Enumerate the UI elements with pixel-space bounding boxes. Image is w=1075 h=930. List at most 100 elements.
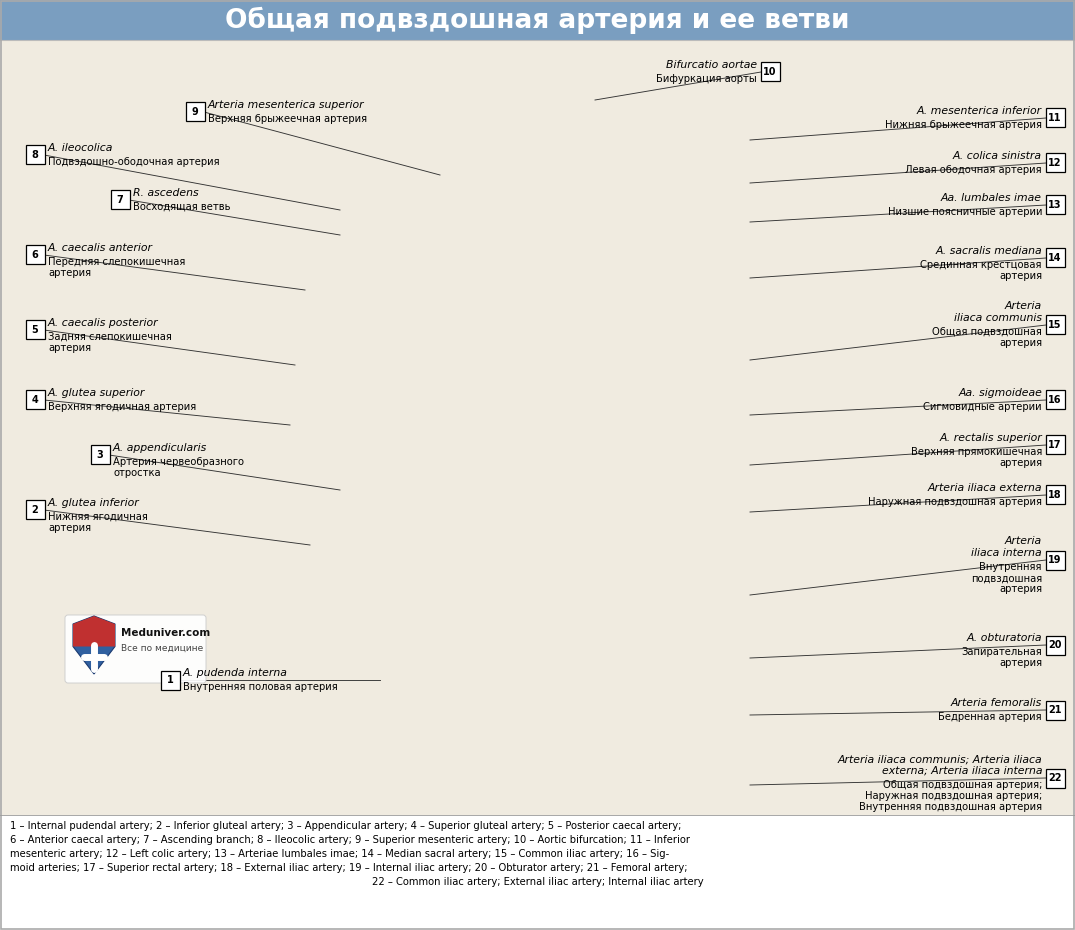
FancyBboxPatch shape [1046,700,1064,720]
FancyBboxPatch shape [1046,768,1064,788]
FancyBboxPatch shape [26,145,44,165]
Text: 10: 10 [763,67,777,77]
Text: A. rectalis superior: A. rectalis superior [940,433,1042,443]
Text: Meduniver.com: Meduniver.com [121,628,211,638]
FancyBboxPatch shape [1046,153,1064,172]
FancyBboxPatch shape [1046,248,1064,268]
Text: 15: 15 [1048,320,1062,330]
Text: A. pudenda interna: A. pudenda interna [183,668,288,678]
Text: Общая подвздошная артерия;
Наружная подвздошная артерия;
Внутренняя подвздошная : Общая подвздошная артерия; Наружная подв… [859,780,1042,813]
Text: Артерия червеобразного
отростка: Артерия червеобразного отростка [113,457,244,478]
Text: Низшие поясничные артерии: Низшие поясничные артерии [888,207,1042,217]
Text: A. appendicularis: A. appendicularis [113,443,207,453]
Text: 11: 11 [1048,113,1062,123]
Text: 22 – Common iliac artery; External iliac artery; Internal iliac artery: 22 – Common iliac artery; External iliac… [372,877,703,887]
Text: Срединная крестцовая
артерия: Срединная крестцовая артерия [920,260,1042,281]
FancyBboxPatch shape [1046,485,1064,504]
FancyBboxPatch shape [160,671,180,689]
Text: Aa. lumbales imae: Aa. lumbales imae [941,193,1042,203]
Text: Все по медицине: Все по медицине [121,644,203,653]
Text: Arteria femoralis: Arteria femoralis [950,698,1042,708]
Text: A. ileocolica: A. ileocolica [48,143,113,153]
FancyBboxPatch shape [26,246,44,264]
FancyBboxPatch shape [1046,435,1064,455]
Bar [0,40,1075,815]
Text: 1 – Internal pudendal artery; 2 – Inferior gluteal artery; 3 – Appendicular arte: 1 – Internal pudendal artery; 2 – Inferi… [10,821,682,831]
Text: A. glutea superior: A. glutea superior [48,388,145,398]
Text: Задняя слепокишечная
артерия: Задняя слепокишечная артерия [48,332,172,353]
Text: 5: 5 [31,325,39,335]
FancyBboxPatch shape [1046,551,1064,569]
Text: Запирательная
артерия: Запирательная артерия [961,647,1042,668]
Text: 13: 13 [1048,200,1062,210]
Text: 22: 22 [1048,773,1062,783]
FancyBboxPatch shape [1046,109,1064,127]
Text: Передняя слепокишечная
артерия: Передняя слепокишечная артерия [48,257,185,278]
FancyBboxPatch shape [111,191,129,209]
Text: Arteria
iliaca communis: Arteria iliaca communis [954,301,1042,323]
Text: Arteria iliaca externa: Arteria iliaca externa [928,483,1042,493]
Text: 18: 18 [1048,490,1062,500]
Text: A. mesenterica inferior: A. mesenterica inferior [917,106,1042,116]
Text: A. caecalis posterior: A. caecalis posterior [48,318,159,328]
Text: Arteria mesenterica superior: Arteria mesenterica superior [207,100,364,110]
Text: Внутренняя половая артерия: Внутренняя половая артерия [183,682,338,692]
Text: Нижняя брыжеечная артерия: Нижняя брыжеечная артерия [885,120,1042,130]
Text: 17: 17 [1048,440,1062,450]
Text: 21: 21 [1048,705,1062,715]
Text: 4: 4 [31,395,39,405]
Text: 12: 12 [1048,158,1062,168]
FancyBboxPatch shape [186,102,204,122]
FancyBboxPatch shape [90,445,110,464]
FancyBboxPatch shape [760,62,779,82]
Text: Общая подвздошная
артерия: Общая подвздошная артерия [932,327,1042,348]
FancyBboxPatch shape [1046,315,1064,335]
FancyBboxPatch shape [26,321,44,339]
Text: Восходящая ветвь: Восходящая ветвь [133,202,230,212]
Text: Подвздошно-ободочная артерия: Подвздошно-ободочная артерия [48,157,219,167]
Text: 16: 16 [1048,395,1062,405]
Text: 6 – Anterior caecal artery; 7 – Ascending branch; 8 – Ileocolic artery; 9 – Supe: 6 – Anterior caecal artery; 7 – Ascendin… [10,835,690,845]
Text: R. ascedens: R. ascedens [133,188,199,198]
Text: Общая подвздошная артерия и ее ветви: Общая подвздошная артерия и ее ветви [226,7,849,33]
Text: Верхняя брыжеечная артерия: Верхняя брыжеечная артерия [207,114,368,124]
Text: Внутренняя
подвздошная
артерия: Внутренняя подвздошная артерия [971,562,1042,594]
Text: 1: 1 [167,675,173,685]
Text: Верхняя ягодичная артерия: Верхняя ягодичная артерия [48,402,197,412]
Text: 19: 19 [1048,555,1062,565]
Text: 14: 14 [1048,253,1062,263]
Text: 2: 2 [31,505,39,515]
FancyBboxPatch shape [1046,195,1064,215]
Text: Бифуркация аорты: Бифуркация аорты [656,74,757,84]
Text: Aa. sigmoideae: Aa. sigmoideae [958,388,1042,398]
FancyBboxPatch shape [26,391,44,409]
Text: A. glutea inferior: A. glutea inferior [48,498,140,508]
Text: Левая ободочная артерия: Левая ободочная артерия [905,165,1042,175]
FancyBboxPatch shape [1046,635,1064,655]
Text: Верхняя прямокишечная
артерия: Верхняя прямокишечная артерия [911,447,1042,468]
FancyBboxPatch shape [1046,391,1064,409]
Text: A. caecalis anterior: A. caecalis anterior [48,243,153,253]
Text: Arteria
iliaca interna: Arteria iliaca interna [972,537,1042,558]
Polygon shape [73,616,115,674]
Text: Bifurcatio aortae: Bifurcatio aortae [665,60,757,70]
Bar [0,0,1075,40]
Text: 7: 7 [116,195,124,205]
Text: Наружная подвздошная артерия: Наружная подвздошная артерия [868,497,1042,507]
Text: Бедренная артерия: Бедренная артерия [938,712,1042,722]
Text: 8: 8 [31,150,39,160]
Text: 20: 20 [1048,640,1062,650]
Text: Сигмовидные артерии: Сигмовидные артерии [923,402,1042,412]
Text: 3: 3 [97,450,103,460]
Text: A. sacralis mediana: A. sacralis mediana [935,246,1042,256]
FancyBboxPatch shape [26,500,44,520]
Text: A. colica sinistra: A. colica sinistra [954,151,1042,161]
Text: A. obturatoria: A. obturatoria [966,633,1042,643]
Text: 9: 9 [191,107,199,117]
Text: moid arteries; 17 – Superior rectal artery; 18 – External iliac artery; 19 – Int: moid arteries; 17 – Superior rectal arte… [10,863,688,873]
Text: mesenteric artery; 12 – Left colic artery; 13 – Arteriae lumbales imae; 14 – Med: mesenteric artery; 12 – Left colic arter… [10,849,670,859]
Polygon shape [73,616,115,646]
Text: Arteria iliaca communis; Arteria iliaca
externa; Arteria iliaca interna: Arteria iliaca communis; Arteria iliaca … [837,754,1042,776]
FancyBboxPatch shape [64,615,206,683]
Text: Нижняя ягодичная
артерия: Нижняя ягодичная артерия [48,512,148,533]
